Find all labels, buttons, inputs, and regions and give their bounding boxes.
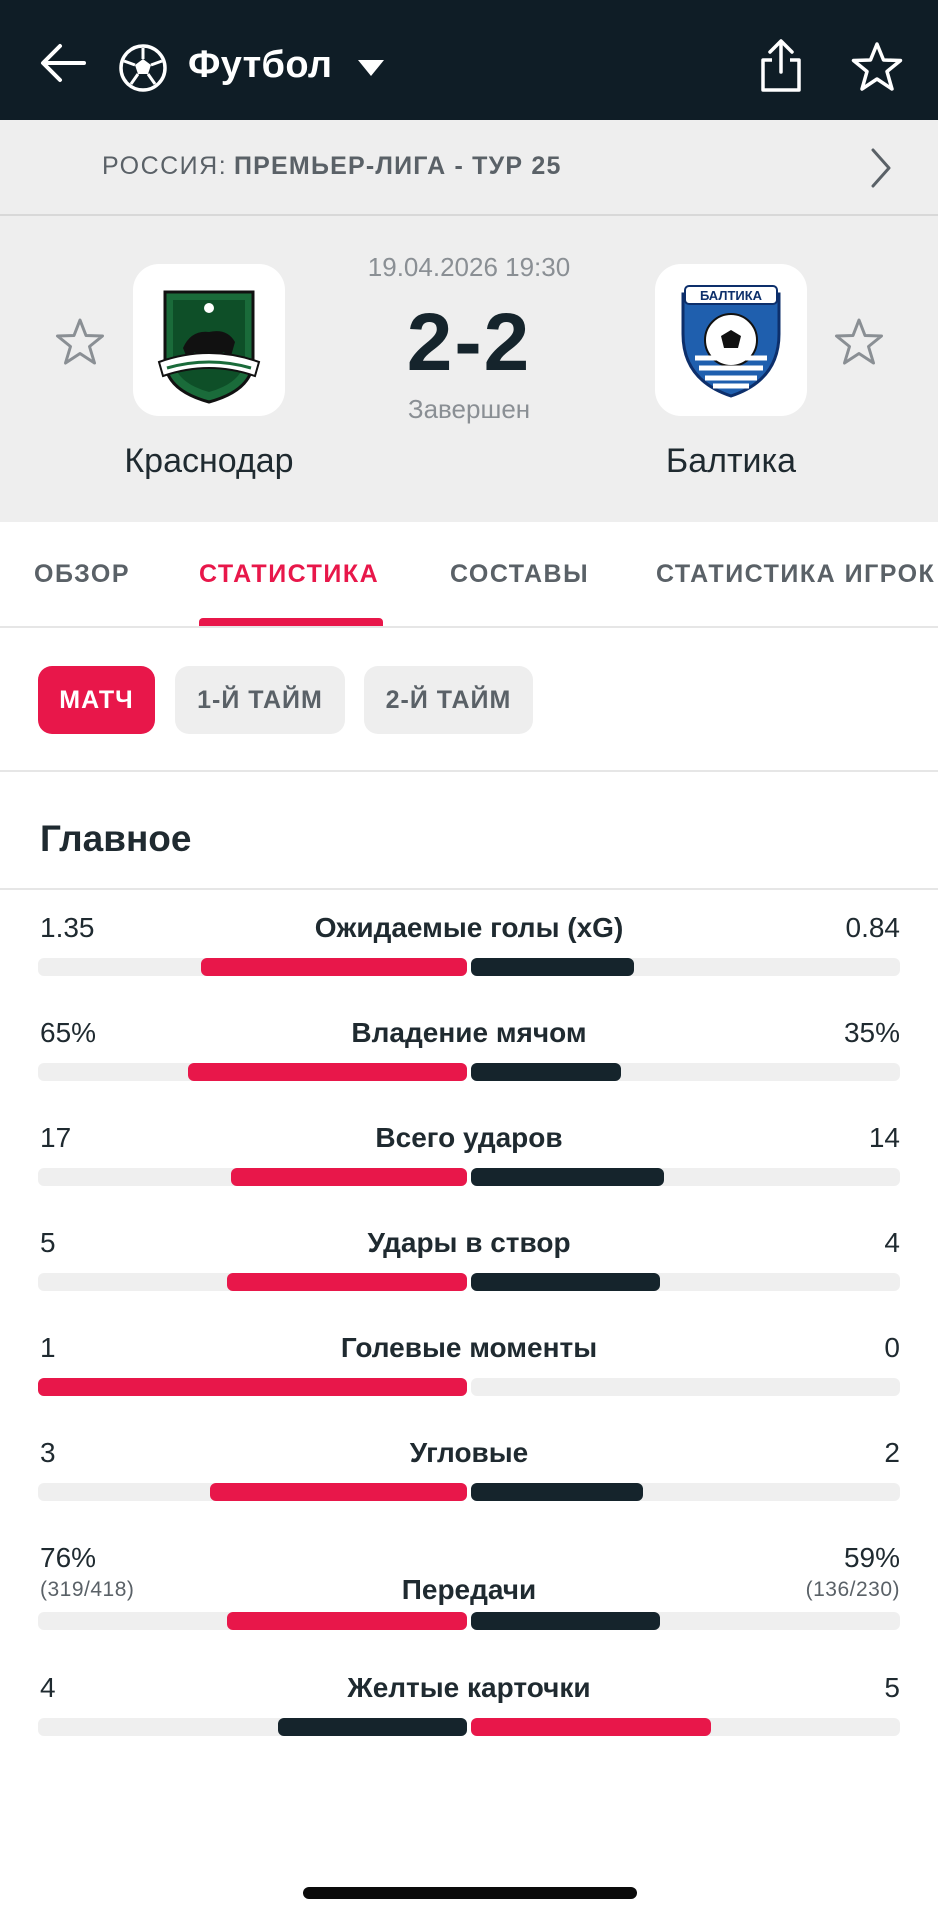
- stat-away-value: 4: [884, 1227, 900, 1258]
- soccer-ball-icon[interactable]: [118, 43, 168, 93]
- divider: [0, 888, 938, 890]
- stat-bar-home: [38, 1378, 467, 1396]
- divider: [0, 770, 938, 772]
- stat-home-value: 1.35: [40, 912, 95, 943]
- match-header: 19.04.2026 19:30 2-2 Завершен БАЛТИКА Кр…: [0, 216, 938, 522]
- stat-away-value: 2: [884, 1437, 900, 1468]
- match-tabs: ОБЗОР СТАТИСТИКА СОСТАВЫ СТАТИСТИКА ИГРО…: [0, 522, 938, 628]
- stat-bar-home: [210, 1483, 467, 1501]
- stat-bar-away: [471, 1168, 664, 1186]
- stat-away-percent: 59%: [843, 1542, 900, 1573]
- share-icon[interactable]: [756, 38, 806, 94]
- stat-bar-away: [471, 1063, 621, 1081]
- stat-label: Желтые карточки: [347, 1672, 591, 1703]
- stat-label: Всего ударов: [375, 1122, 563, 1153]
- tab-overview[interactable]: ОБЗОР: [34, 560, 131, 588]
- stat-away-value: 0: [884, 1332, 900, 1363]
- favorite-star-icon[interactable]: [850, 40, 904, 94]
- sport-title[interactable]: Футбол: [188, 44, 333, 86]
- stat-away-value: 35%: [843, 1017, 900, 1048]
- stat-label: Ожидаемые голы (xG): [314, 912, 624, 943]
- krasnodar-crest-icon: [157, 290, 261, 404]
- stat-row-passes: 76% (319/418) Передачи 59% (136/230): [0, 1542, 938, 1662]
- match-score: 2-2: [406, 297, 532, 388]
- stat-label: Передачи: [401, 1574, 537, 1605]
- stat-row-yellow-cards: 4 Желтые карточки 5: [0, 1672, 938, 1772]
- stat-bar-away: [471, 1718, 711, 1736]
- away-team-name[interactable]: Балтика: [665, 442, 797, 480]
- svg-text:БАЛТИКА: БАЛТИКА: [700, 288, 763, 303]
- match-status: Завершен: [407, 394, 531, 424]
- app-header: Футбол: [0, 0, 938, 120]
- stat-row-big-chances: 1 Голевые моменты 0: [0, 1332, 938, 1432]
- stat-track-away: [471, 1378, 900, 1396]
- stat-row-corners: 3 Угловые 2: [0, 1437, 938, 1537]
- stat-bar-home: [227, 1612, 467, 1630]
- caret-down-icon[interactable]: [356, 58, 386, 78]
- match-datetime: 19.04.2026 19:30: [367, 252, 571, 282]
- home-team-name[interactable]: Краснодар: [124, 442, 294, 480]
- stat-row-xg: 1.35 Ожидаемые голы (xG) 0.84: [0, 912, 938, 1012]
- stat-bar-home: [201, 958, 467, 976]
- stat-away-value: 0.84: [845, 912, 901, 943]
- stat-bar-away: [471, 1483, 643, 1501]
- away-favorite-star-icon[interactable]: [833, 316, 885, 368]
- stat-bar-away: [471, 1273, 660, 1291]
- stat-away-detail: (136/230): [805, 1578, 900, 1601]
- back-arrow-icon[interactable]: [36, 36, 90, 90]
- stat-away-value: 14: [868, 1122, 900, 1153]
- stat-home-value: 65%: [40, 1017, 97, 1048]
- stat-home-value: 4: [40, 1672, 56, 1703]
- home-favorite-star-icon[interactable]: [54, 316, 106, 368]
- stat-home-percent: 76%: [40, 1542, 97, 1573]
- tab-lineups[interactable]: СОСТАВЫ: [450, 560, 590, 588]
- away-team-logo[interactable]: БАЛТИКА: [655, 264, 807, 416]
- league-country: РОССИЯ:: [102, 152, 228, 180]
- stat-bar-away: [471, 958, 634, 976]
- stat-home-value: 3: [40, 1437, 56, 1468]
- league-row[interactable]: РОССИЯ: ПРЕМЬЕР-ЛИГА - ТУР 25: [0, 120, 938, 302]
- stat-bar-home: [278, 1718, 467, 1736]
- stat-away-value: 5: [884, 1672, 900, 1703]
- stat-home-value: 1: [40, 1332, 56, 1363]
- baltika-crest-icon: БАЛТИКА: [681, 285, 781, 398]
- period-chip-first-half[interactable]: 1-Й ТАЙМ: [175, 666, 345, 734]
- stat-home-value: 17: [40, 1122, 72, 1153]
- stat-bar-home: [227, 1273, 467, 1291]
- stat-row-total-shots: 17 Всего ударов 14: [0, 1122, 938, 1222]
- stat-label: Угловые: [409, 1437, 529, 1468]
- period-chip-second-half[interactable]: 2-Й ТАЙМ: [364, 666, 533, 734]
- period-chip-match[interactable]: МАТЧ: [38, 666, 155, 734]
- stat-bar-home: [188, 1063, 467, 1081]
- active-tab-indicator: [199, 618, 383, 626]
- tab-player-stats[interactable]: СТАТИСТИКА ИГРОК: [656, 560, 936, 588]
- stat-away-value: 59% (136/230): [806, 1542, 900, 1602]
- stat-label: Удары в створ: [367, 1227, 571, 1258]
- stat-row-possession: 65% Владение мячом 35%: [0, 1017, 938, 1117]
- chevron-right-icon: [871, 148, 891, 188]
- stat-home-value: 5: [40, 1227, 56, 1258]
- tab-statistics[interactable]: СТАТИСТИКА: [199, 560, 380, 588]
- stat-label: Голевые моменты: [340, 1332, 598, 1363]
- stat-home-value: 76% (319/418): [40, 1542, 134, 1602]
- stat-bar-away: [471, 1612, 660, 1630]
- stat-label: Владение мячом: [351, 1017, 587, 1048]
- stat-home-detail: (319/418): [40, 1578, 135, 1601]
- home-indicator: [303, 1887, 637, 1899]
- home-team-logo[interactable]: [133, 264, 285, 416]
- stat-row-shots-on-target: 5 Удары в створ 4: [0, 1227, 938, 1327]
- league-name: ПРЕМЬЕР-ЛИГА - ТУР 25: [234, 152, 562, 180]
- section-title: Главное: [40, 818, 192, 859]
- stat-bar-home: [231, 1168, 467, 1186]
